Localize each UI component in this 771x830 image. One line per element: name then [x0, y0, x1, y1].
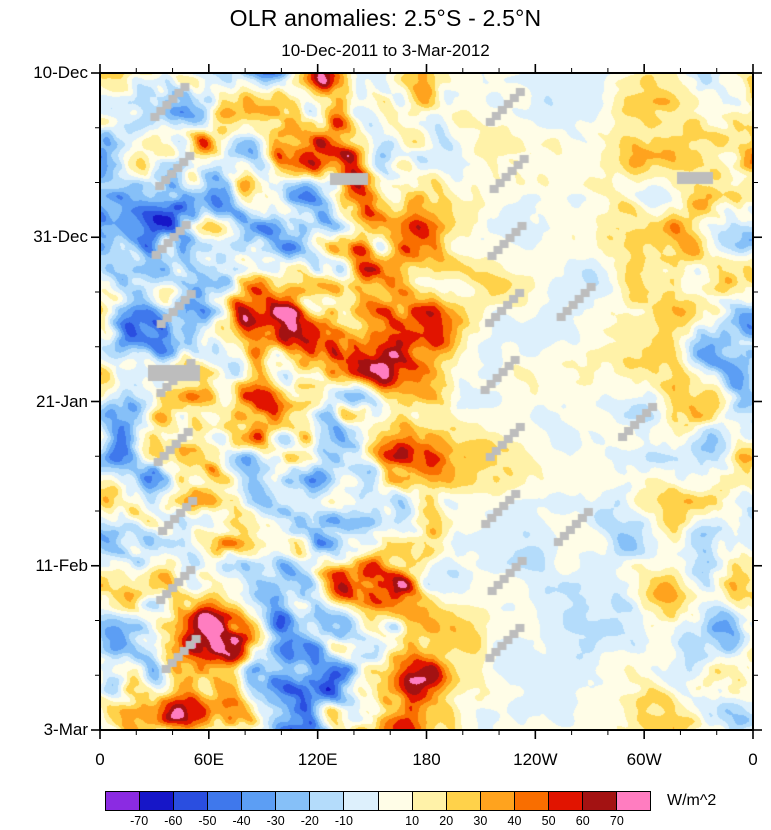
- colorbar-segment: [343, 791, 379, 811]
- y-tick-label: 21-Jan: [36, 391, 88, 411]
- colorbar-tick-label: -70: [130, 814, 149, 828]
- x-tick-label: 60W: [626, 750, 662, 769]
- colorbar-tick-label: -30: [266, 814, 285, 828]
- chart-subtitle: 10-Dec-2011 to 3-Mar-2012: [281, 41, 490, 60]
- colorbar-segment: [309, 791, 345, 811]
- colorbar-tick-label: 50: [541, 814, 556, 828]
- colorbar-tick-label: -10: [334, 814, 353, 828]
- colorbar-tick-label: -60: [164, 814, 183, 828]
- colorbar-tick-label: -50: [198, 814, 217, 828]
- colorbar-segment: [615, 791, 651, 811]
- y-tick-label: 31-Dec: [33, 227, 88, 247]
- y-tick-label: 3-Mar: [43, 720, 88, 739]
- x-tick-label: 180: [412, 750, 441, 769]
- colorbar-tick-label: 20: [439, 814, 454, 828]
- colorbar-segment: [479, 791, 515, 811]
- y-tick-label: 10-Dec: [33, 63, 88, 82]
- colorbar-segment: [139, 791, 175, 811]
- x-tick-label: 60E: [193, 750, 224, 769]
- heatmap-field-canvas: [100, 73, 753, 730]
- colorbar-segment: [581, 791, 617, 811]
- colorbar-segment: [547, 791, 583, 811]
- colorbar: [105, 791, 651, 811]
- colorbar-segment: [105, 791, 141, 811]
- colorbar-tick-label: 60: [575, 814, 590, 828]
- colorbar-units-label: W/m^2: [667, 792, 717, 809]
- colorbar-tick-label: 40: [507, 814, 522, 828]
- colorbar-segment: [411, 791, 447, 811]
- colorbar-tick-label: -40: [232, 814, 251, 828]
- x-tick-label: 0: [748, 750, 758, 769]
- colorbar-segment: [173, 791, 209, 811]
- colorbar-tick-label: 10: [405, 814, 420, 828]
- colorbar-segment: [513, 791, 549, 811]
- colorbar-tick-label: 30: [473, 814, 488, 828]
- y-tick-label: 11-Feb: [35, 555, 88, 575]
- chart-title: OLR anomalies: 2.5°S - 2.5°N: [229, 5, 542, 31]
- colorbar-segment: [207, 791, 243, 811]
- colorbar-segment: [275, 791, 311, 811]
- x-tick-label: 120W: [513, 750, 558, 769]
- colorbar-segment: [445, 791, 481, 811]
- x-tick-label: 0: [95, 750, 105, 769]
- colorbar-tick-label: 70: [609, 814, 624, 828]
- colorbar-segment: [377, 791, 413, 811]
- colorbar-segment: [241, 791, 277, 811]
- colorbar-tick-label: -20: [300, 814, 319, 828]
- x-tick-label: 120E: [297, 750, 338, 769]
